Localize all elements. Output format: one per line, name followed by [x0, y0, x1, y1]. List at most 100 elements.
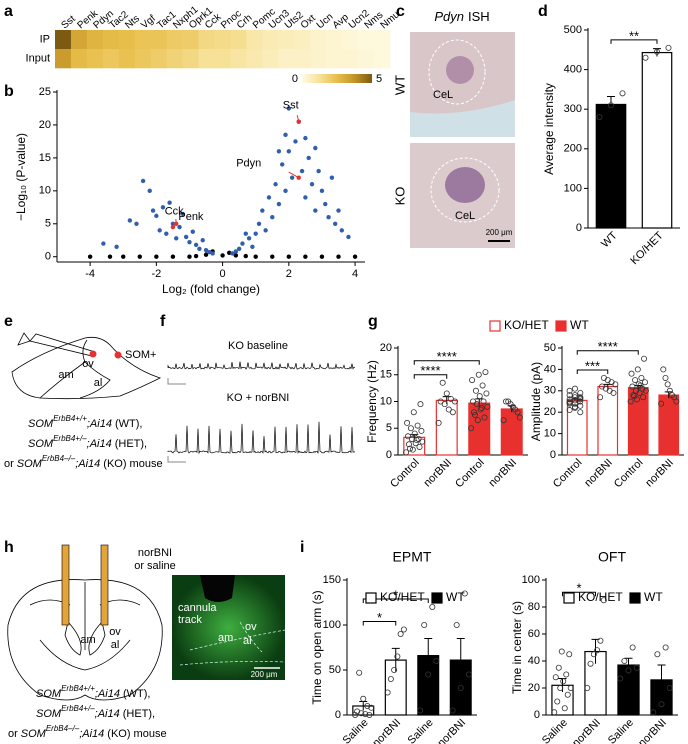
- data-point: [571, 385, 578, 392]
- heat-cell: [166, 49, 183, 69]
- point: [280, 162, 285, 167]
- data-point: [437, 398, 444, 405]
- data-point: [470, 398, 477, 405]
- y-tick-label: 50: [544, 342, 556, 354]
- significance-label: ****: [437, 349, 457, 364]
- heat-cell: [134, 30, 152, 50]
- heat-cell: [374, 49, 391, 69]
- gene: SOM: [28, 438, 54, 450]
- image-label: al: [243, 635, 252, 647]
- heat-cell: [358, 49, 375, 69]
- legend-swatch: [431, 592, 443, 604]
- point: [266, 195, 272, 200]
- row-label: Input: [26, 52, 50, 64]
- data-point: [404, 419, 411, 426]
- heat-cell: [310, 49, 327, 69]
- slice-region: [82, 339, 88, 363]
- data-point: [354, 708, 361, 715]
- heat-cell: [102, 49, 120, 69]
- region-outline: [179, 621, 286, 666]
- y-tick-label: 20: [544, 406, 556, 418]
- significance-label: **: [629, 28, 639, 43]
- data-point: [566, 387, 573, 394]
- y-tick-label: 0: [45, 251, 51, 263]
- annotation-line: [172, 222, 177, 228]
- chart-title: EPMT: [393, 549, 432, 565]
- heat-cell: [246, 49, 263, 69]
- point: [303, 254, 308, 259]
- y-tick-label: 150: [323, 574, 341, 586]
- legend-swatch: [629, 592, 641, 604]
- point: [233, 249, 239, 254]
- data-point: [597, 637, 604, 644]
- legend-label: KO/HET: [504, 318, 549, 332]
- data-point: [632, 377, 639, 384]
- staining: [445, 167, 485, 203]
- point: [197, 246, 202, 252]
- data-point: [480, 398, 487, 405]
- data-point: [418, 427, 425, 434]
- point: [180, 211, 186, 217]
- point: [352, 254, 358, 259]
- error-bar: [657, 664, 666, 695]
- data-point: [368, 704, 375, 711]
- data-point: [471, 411, 478, 418]
- y-axis-label: Time on open arm (s): [310, 590, 324, 704]
- data-point: [439, 379, 446, 386]
- point: [286, 254, 292, 259]
- schematic-e: [11, 332, 162, 400]
- region-label: CeL: [455, 210, 475, 222]
- heat-cell: [118, 49, 136, 69]
- data-point: [470, 409, 477, 416]
- heat-cell: [214, 30, 231, 50]
- point: [187, 254, 192, 259]
- region-label: ov: [82, 358, 94, 370]
- data-point: [360, 695, 367, 702]
- data-point: [566, 651, 573, 658]
- heat-cell: [358, 30, 375, 50]
- heat-cell: [326, 30, 343, 50]
- region-label: am: [80, 634, 95, 646]
- data-point: [629, 644, 636, 651]
- prefix: or: [4, 458, 14, 470]
- point: [339, 228, 345, 233]
- panel-letter: c: [396, 3, 405, 20]
- point: [289, 175, 295, 180]
- heat-cell: [262, 30, 279, 50]
- data-point: [483, 390, 490, 397]
- heat-cell: [86, 30, 104, 50]
- y-axis-label: Frequency (Hz): [365, 360, 379, 443]
- data-point: [413, 437, 420, 444]
- region-label: ov: [109, 626, 121, 638]
- allele: ErbB4–/–: [46, 724, 80, 733]
- data-point: [658, 400, 665, 407]
- y-tick-label: 20: [380, 342, 392, 354]
- data-point: [666, 685, 673, 692]
- reporter: ;Ai14: [95, 688, 120, 700]
- point: [160, 205, 166, 210]
- data-point: [662, 374, 669, 381]
- point: [260, 208, 265, 213]
- x-tick-label: norBNI: [370, 717, 403, 744]
- x-tick-label: Control: [388, 457, 422, 491]
- allele: ErbB4+/+: [61, 684, 95, 693]
- point: [150, 208, 156, 213]
- point: [140, 178, 146, 184]
- reporter: ;Ai14: [87, 418, 112, 430]
- heat-cell: [102, 30, 120, 50]
- error-bar: [456, 638, 465, 682]
- y-tick-label: 5: [386, 422, 392, 434]
- genotype: or SOMErbB4–/–;Ai14 (KO) mouse: [4, 454, 163, 470]
- heat-cell: [134, 49, 152, 69]
- point: [170, 221, 176, 226]
- trace-label: KO baseline: [228, 340, 288, 352]
- genotype-tag: (HET),: [115, 438, 147, 450]
- panel-letter: d: [538, 3, 548, 20]
- data-point: [621, 658, 628, 665]
- data-point: [627, 398, 634, 405]
- data-point: [658, 701, 665, 708]
- image-label: track: [178, 614, 202, 626]
- x-tick-label: WT: [599, 229, 620, 250]
- bar: [597, 385, 619, 456]
- data-point: [447, 395, 454, 402]
